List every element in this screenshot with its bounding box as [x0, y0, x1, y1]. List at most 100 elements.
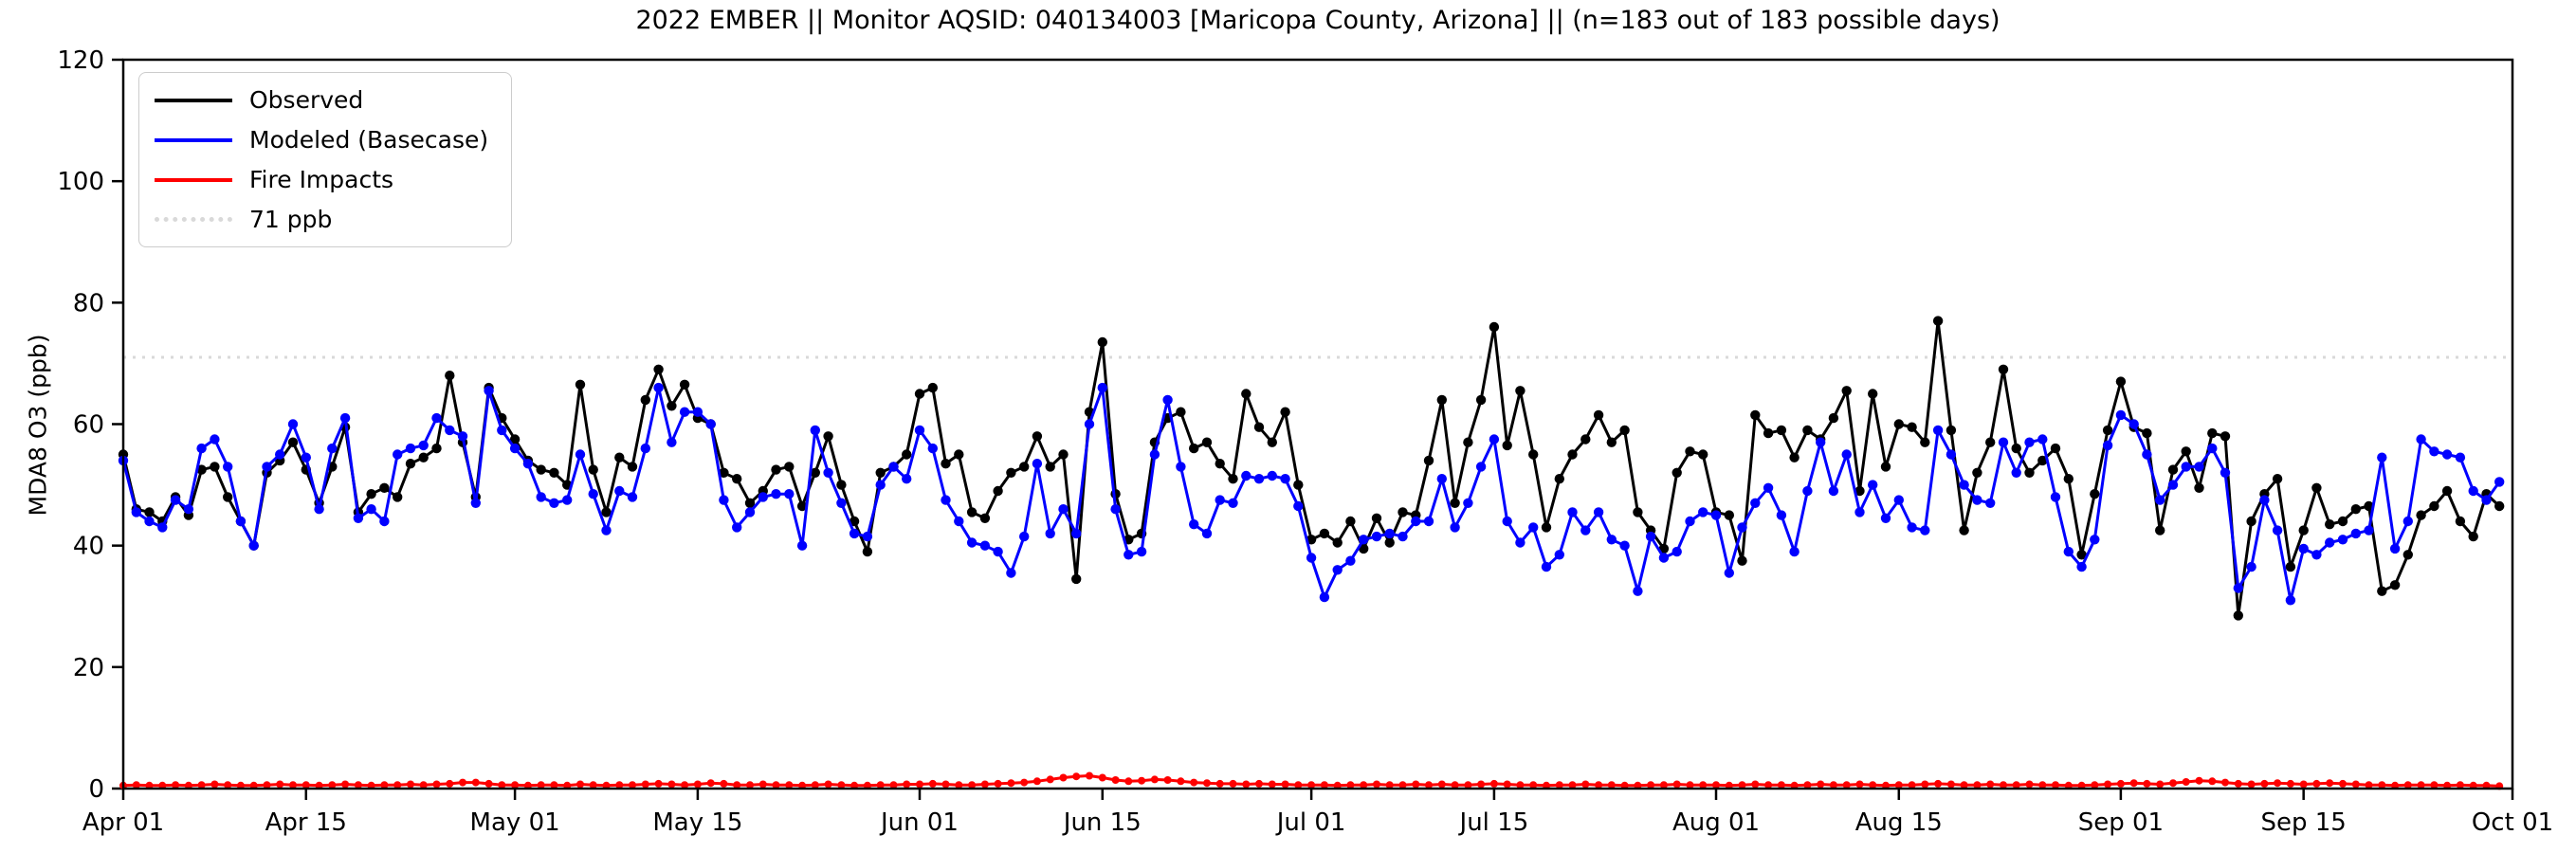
data-point: [2389, 543, 2401, 554]
data-point: [1789, 546, 1800, 557]
data-point: [811, 781, 819, 789]
data-point: [1515, 537, 1526, 548]
data-point: [1306, 553, 1317, 563]
data-point: [928, 779, 937, 788]
data-point: [2286, 779, 2294, 788]
data-point: [1595, 781, 1603, 789]
data-point: [784, 489, 795, 499]
data-point: [667, 401, 677, 411]
data-point: [1359, 535, 1369, 545]
data-point: [1489, 779, 1498, 788]
data-point: [1869, 781, 1877, 789]
data-point: [484, 779, 493, 788]
data-point: [511, 781, 520, 789]
data-point: [2090, 535, 2100, 545]
data-point: [2116, 779, 2125, 788]
data-point: [1293, 480, 1304, 490]
data-point: [810, 467, 820, 478]
data-point: [588, 489, 598, 499]
data-point: [2416, 434, 2426, 445]
data-point: [601, 507, 612, 517]
data-point: [1593, 409, 1604, 421]
data-point: [2233, 610, 2243, 621]
data-point: [380, 781, 389, 789]
data-point: [1320, 781, 1328, 789]
data-point: [2337, 516, 2348, 527]
data-point: [457, 431, 468, 442]
data-point: [785, 781, 794, 789]
chart-legend: Observed Modeled (Basecase) Fire Impacts…: [138, 72, 513, 247]
data-point: [2012, 781, 2020, 789]
data-point: [1567, 507, 1578, 517]
data-point: [994, 779, 1002, 788]
data-point: [1541, 561, 1552, 572]
data-point: [2272, 474, 2283, 484]
data-point: [1345, 516, 1356, 527]
data-point: [1880, 462, 1891, 472]
data-point: [1149, 449, 1160, 460]
data-point: [341, 780, 350, 789]
data-point: [1136, 546, 1147, 557]
data-point: [667, 780, 676, 789]
data-point: [2011, 443, 2021, 454]
data-point: [418, 452, 429, 463]
data-point: [2102, 440, 2113, 451]
data-point: [1111, 776, 1120, 784]
data-point: [1541, 522, 1552, 533]
data-point: [470, 498, 481, 508]
data-point: [1203, 779, 1211, 788]
data-point: [875, 467, 886, 478]
data-point: [758, 780, 767, 789]
data-point: [823, 467, 833, 478]
data-point: [1242, 780, 1251, 789]
data-point: [1854, 507, 1865, 517]
x-tick-label: Aug 01: [1672, 808, 1760, 837]
data-point: [1880, 513, 1891, 523]
data-point: [693, 780, 702, 789]
data-point: [1189, 443, 1199, 454]
data-point: [2430, 781, 2439, 789]
data-point: [1973, 781, 1982, 789]
data-point: [170, 495, 181, 505]
data-point: [1932, 425, 1944, 436]
data-point: [679, 407, 690, 417]
data-point: [1019, 531, 1030, 542]
legend-label: Modeled (Basecase): [249, 126, 489, 154]
data-point: [248, 540, 259, 551]
data-point: [1802, 425, 1813, 436]
data-point: [1059, 773, 1068, 782]
data-point: [1710, 510, 1722, 520]
data-point: [1437, 780, 1446, 789]
data-point: [549, 467, 559, 478]
data-point: [1020, 778, 1029, 787]
data-point: [2155, 495, 2165, 505]
data-point: [2207, 427, 2218, 439]
data-point: [954, 516, 964, 527]
data-point: [902, 449, 912, 460]
data-point: [1606, 535, 1617, 545]
observed-line-icon: [155, 98, 232, 102]
data-point: [157, 522, 168, 533]
data-point: [1477, 780, 1486, 789]
data-point: [2468, 531, 2478, 542]
data-point: [1633, 507, 1643, 517]
data-point: [2351, 780, 2360, 789]
data-point: [575, 449, 586, 460]
data-point: [836, 480, 847, 490]
data-point: [314, 504, 324, 515]
data-point: [2143, 779, 2151, 788]
data-point: [1516, 781, 1525, 789]
data-point: [1960, 781, 1968, 789]
data-point: [1985, 498, 1996, 508]
data-point: [980, 780, 989, 789]
chart-title: 2022 EMBER || Monitor AQSID: 040134003 […: [635, 6, 2001, 35]
data-point: [966, 537, 977, 548]
data-point: [1972, 467, 1982, 478]
x-tick-label: Aug 15: [1855, 808, 1943, 837]
data-point: [1528, 522, 1539, 533]
data-point: [2455, 516, 2466, 527]
data-point: [1568, 781, 1577, 789]
data-point: [1619, 540, 1630, 551]
data-point: [1475, 462, 1487, 472]
